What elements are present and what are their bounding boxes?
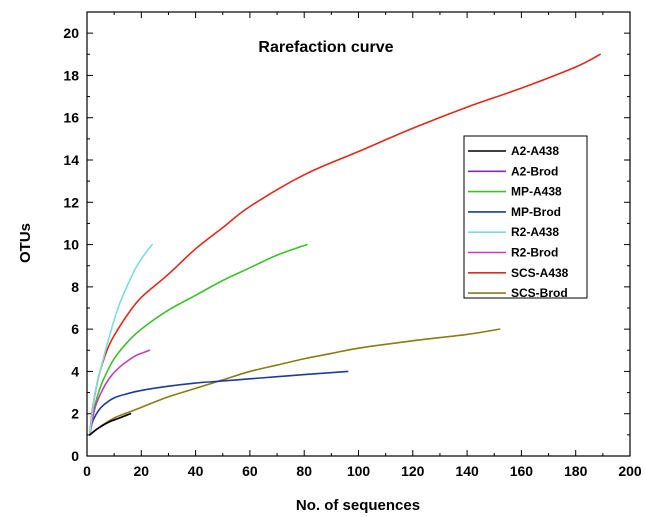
legend: A2-A438 A2-Brod MP-A438 MP-Brod R2-A438 R2-Br… bbox=[463, 135, 588, 300]
y-axis-ticks: 0 2 4 6 8 10 12 14 16 18 20 bbox=[63, 25, 630, 464]
legend-label-scs-brod: SCS-Brod bbox=[511, 286, 568, 300]
x-axis-title: No. of sequences bbox=[296, 497, 420, 514]
legend-label-r2-brod: R2-Brod bbox=[511, 246, 558, 260]
legend-label-scs-a438: SCS-A438 bbox=[511, 266, 569, 280]
x-tick-label: 140 bbox=[455, 463, 479, 479]
x-tick-label: 60 bbox=[242, 463, 258, 479]
y-tick-label: 20 bbox=[63, 25, 79, 41]
series-line-mp-brod bbox=[88, 370, 349, 436]
x-tick-label: 120 bbox=[401, 463, 425, 479]
y-axis-title: OTUs bbox=[17, 223, 34, 263]
x-tick-label: 180 bbox=[564, 463, 588, 479]
y-tick-label: 8 bbox=[71, 279, 79, 295]
y-tick-label: 6 bbox=[71, 321, 79, 337]
legend-label-mp-brod: MP-Brod bbox=[511, 205, 561, 219]
x-tick-label: 100 bbox=[347, 463, 371, 479]
series-lines bbox=[88, 53, 601, 436]
x-tick-label: 160 bbox=[510, 463, 534, 479]
legend-label-a2-brod: A2-Brod bbox=[511, 164, 558, 178]
legend-label-r2-a438: R2-A438 bbox=[511, 225, 559, 239]
x-tick-label: 0 bbox=[83, 463, 91, 479]
x-tick-label: 40 bbox=[188, 463, 204, 479]
legend-label-mp-a438: MP-A438 bbox=[511, 185, 562, 199]
legend-label-a2-a438: A2-A438 bbox=[511, 144, 559, 158]
x-axis-ticks: 0 20 40 60 80 100 120 140 160 180 200 bbox=[83, 12, 642, 479]
y-tick-label: 16 bbox=[63, 110, 79, 126]
y-tick-label: 14 bbox=[63, 152, 79, 168]
series-line-r2-a438 bbox=[88, 243, 153, 436]
y-tick-label: 18 bbox=[63, 67, 79, 83]
chart-title: Rarefaction curve bbox=[258, 39, 393, 56]
y-tick-label: 0 bbox=[71, 448, 79, 464]
x-tick-label: 200 bbox=[618, 463, 642, 479]
series-line-r2-brod bbox=[88, 349, 151, 436]
series-line-a2-a438 bbox=[88, 412, 132, 436]
series-line-mp-a438 bbox=[88, 243, 308, 436]
x-tick-label: 80 bbox=[296, 463, 312, 479]
series-line-scs-brod bbox=[88, 328, 501, 436]
y-tick-label: 4 bbox=[71, 363, 79, 379]
legend-items: A2-A438 A2-Brod MP-A438 MP-Brod R2-A438 R2-Br… bbox=[468, 144, 569, 300]
x-tick-label: 20 bbox=[134, 463, 150, 479]
y-tick-label: 10 bbox=[63, 237, 79, 253]
legend-box bbox=[463, 135, 588, 299]
y-tick-label: 2 bbox=[71, 406, 79, 422]
y-tick-label: 12 bbox=[63, 194, 79, 210]
